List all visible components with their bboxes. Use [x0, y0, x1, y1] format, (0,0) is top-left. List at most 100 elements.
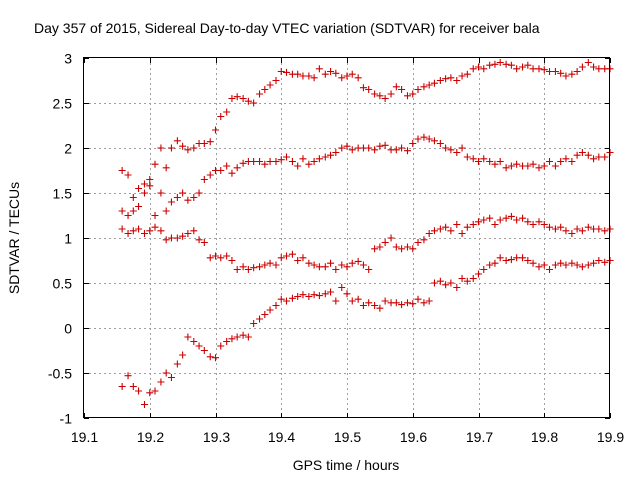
data-point	[436, 77, 444, 84]
data-point	[288, 250, 296, 258]
data-point	[551, 225, 559, 233]
data-point	[129, 194, 137, 201]
data-point	[200, 176, 208, 183]
x-tick-label: 19.2	[137, 429, 164, 445]
data-point	[573, 261, 581, 269]
data-point	[365, 86, 373, 93]
data-point	[173, 194, 181, 201]
data-point	[480, 266, 488, 273]
data-point	[348, 297, 356, 305]
data-point	[228, 95, 236, 102]
data-point	[365, 266, 373, 273]
data-point	[463, 223, 471, 231]
data-point	[256, 263, 264, 271]
data-point	[513, 254, 521, 262]
data-point	[507, 212, 515, 220]
data-point	[256, 90, 264, 98]
data-point	[283, 68, 291, 76]
data-point	[288, 158, 296, 165]
data-point	[167, 144, 175, 152]
data-point	[179, 189, 187, 197]
data-point	[420, 236, 428, 244]
data-point	[381, 141, 389, 149]
data-point	[359, 302, 367, 309]
data-point	[151, 212, 159, 219]
data-point	[463, 70, 471, 78]
data-point	[315, 155, 323, 163]
y-tick-label: 2	[64, 141, 72, 157]
series-bottom	[118, 254, 614, 408]
data-point	[502, 164, 510, 172]
data-point	[354, 295, 362, 303]
data-point	[540, 261, 548, 269]
data-point	[200, 347, 208, 354]
data-point	[118, 207, 126, 215]
data-point	[250, 320, 258, 327]
data-point	[250, 158, 258, 165]
data-point	[568, 158, 576, 165]
data-point	[562, 261, 570, 269]
data-point	[491, 160, 499, 168]
data-point	[332, 69, 340, 77]
data-point	[540, 66, 548, 74]
data-point	[398, 144, 406, 152]
data-point	[272, 261, 280, 269]
data-point	[228, 335, 236, 343]
data-point	[124, 372, 132, 380]
data-point	[184, 333, 192, 341]
data-point	[371, 146, 379, 154]
data-point	[157, 227, 165, 235]
data-point	[502, 214, 510, 222]
data-point	[513, 160, 521, 168]
data-point	[338, 74, 346, 82]
data-point	[294, 162, 302, 170]
data-point	[146, 182, 154, 190]
data-point	[425, 297, 433, 305]
data-point	[338, 284, 346, 291]
data-point	[381, 239, 389, 246]
data-point	[179, 351, 187, 359]
data-point	[458, 72, 466, 80]
data-point	[190, 338, 198, 345]
data-point	[272, 302, 280, 309]
data-point	[513, 216, 521, 224]
data-point	[409, 90, 417, 98]
plot-frame	[83, 57, 610, 418]
data-point	[398, 301, 406, 309]
y-tick-label: 0.5	[53, 276, 73, 292]
x-tick-label: 19.8	[531, 429, 558, 445]
data-point	[250, 99, 258, 107]
data-point	[140, 189, 148, 197]
data-point	[453, 221, 461, 228]
data-point	[430, 279, 438, 287]
data-point	[233, 333, 241, 341]
data-point	[129, 227, 137, 235]
data-point	[578, 149, 586, 156]
data-point	[425, 81, 433, 89]
data-point	[519, 254, 527, 262]
x-tick-label: 19.6	[400, 429, 427, 445]
data-point	[480, 155, 488, 163]
data-point	[223, 338, 231, 345]
data-point	[595, 65, 603, 73]
data-point	[403, 299, 411, 307]
grid	[84, 58, 610, 418]
data-point	[568, 259, 576, 267]
data-point	[140, 180, 148, 188]
data-point	[436, 225, 444, 233]
data-point	[310, 291, 318, 299]
y-tick-label: 3	[64, 51, 72, 67]
data-point	[146, 176, 154, 183]
data-point	[453, 284, 461, 291]
data-point	[266, 259, 274, 267]
data-point	[469, 275, 477, 282]
data-point	[173, 234, 181, 242]
data-point	[491, 60, 499, 68]
data-point	[200, 239, 208, 246]
data-point	[573, 68, 581, 75]
data-point	[392, 146, 400, 154]
data-point	[420, 299, 428, 307]
y-tick-label: -0.5	[48, 366, 72, 382]
data-point	[557, 158, 565, 165]
data-point	[223, 162, 231, 170]
